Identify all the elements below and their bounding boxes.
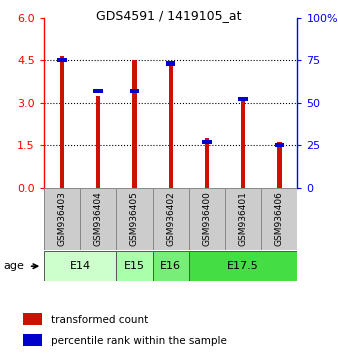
Text: GSM936402: GSM936402 [166,191,175,246]
Bar [241,100,245,188]
Bar [23,313,42,325]
Text: E14: E14 [70,261,91,272]
Bar [130,88,139,93]
Bar [116,251,152,281]
Bar [238,97,248,101]
Bar [225,188,261,250]
Text: GSM936406: GSM936406 [275,191,284,246]
Bar [44,188,80,250]
Bar [96,96,100,188]
Text: GSM936403: GSM936403 [57,191,67,246]
Bar [205,138,209,188]
Text: E15: E15 [124,261,145,272]
Bar [80,188,116,250]
Bar [166,62,175,66]
Bar [189,188,225,250]
Text: transformed count: transformed count [51,315,148,325]
Text: percentile rank within the sample: percentile rank within the sample [51,336,227,346]
Text: GSM936405: GSM936405 [130,191,139,246]
Text: E17.5: E17.5 [227,261,259,272]
Text: GSM936401: GSM936401 [239,191,248,246]
Bar [202,139,212,144]
Bar [94,88,103,93]
Bar [169,62,173,188]
Bar [57,58,67,62]
Bar [261,188,297,250]
Bar [116,188,152,250]
Bar [60,56,64,188]
Text: GSM936404: GSM936404 [94,191,103,246]
Bar [152,251,189,281]
Text: E16: E16 [160,261,181,272]
Bar [274,143,284,147]
Bar [277,142,282,188]
Text: GSM936400: GSM936400 [202,191,211,246]
Bar [152,188,189,250]
Bar [44,251,116,281]
Bar [189,251,297,281]
Text: GDS4591 / 1419105_at: GDS4591 / 1419105_at [96,9,242,22]
Bar [132,60,137,188]
Bar [23,334,42,346]
Text: age: age [3,261,24,271]
